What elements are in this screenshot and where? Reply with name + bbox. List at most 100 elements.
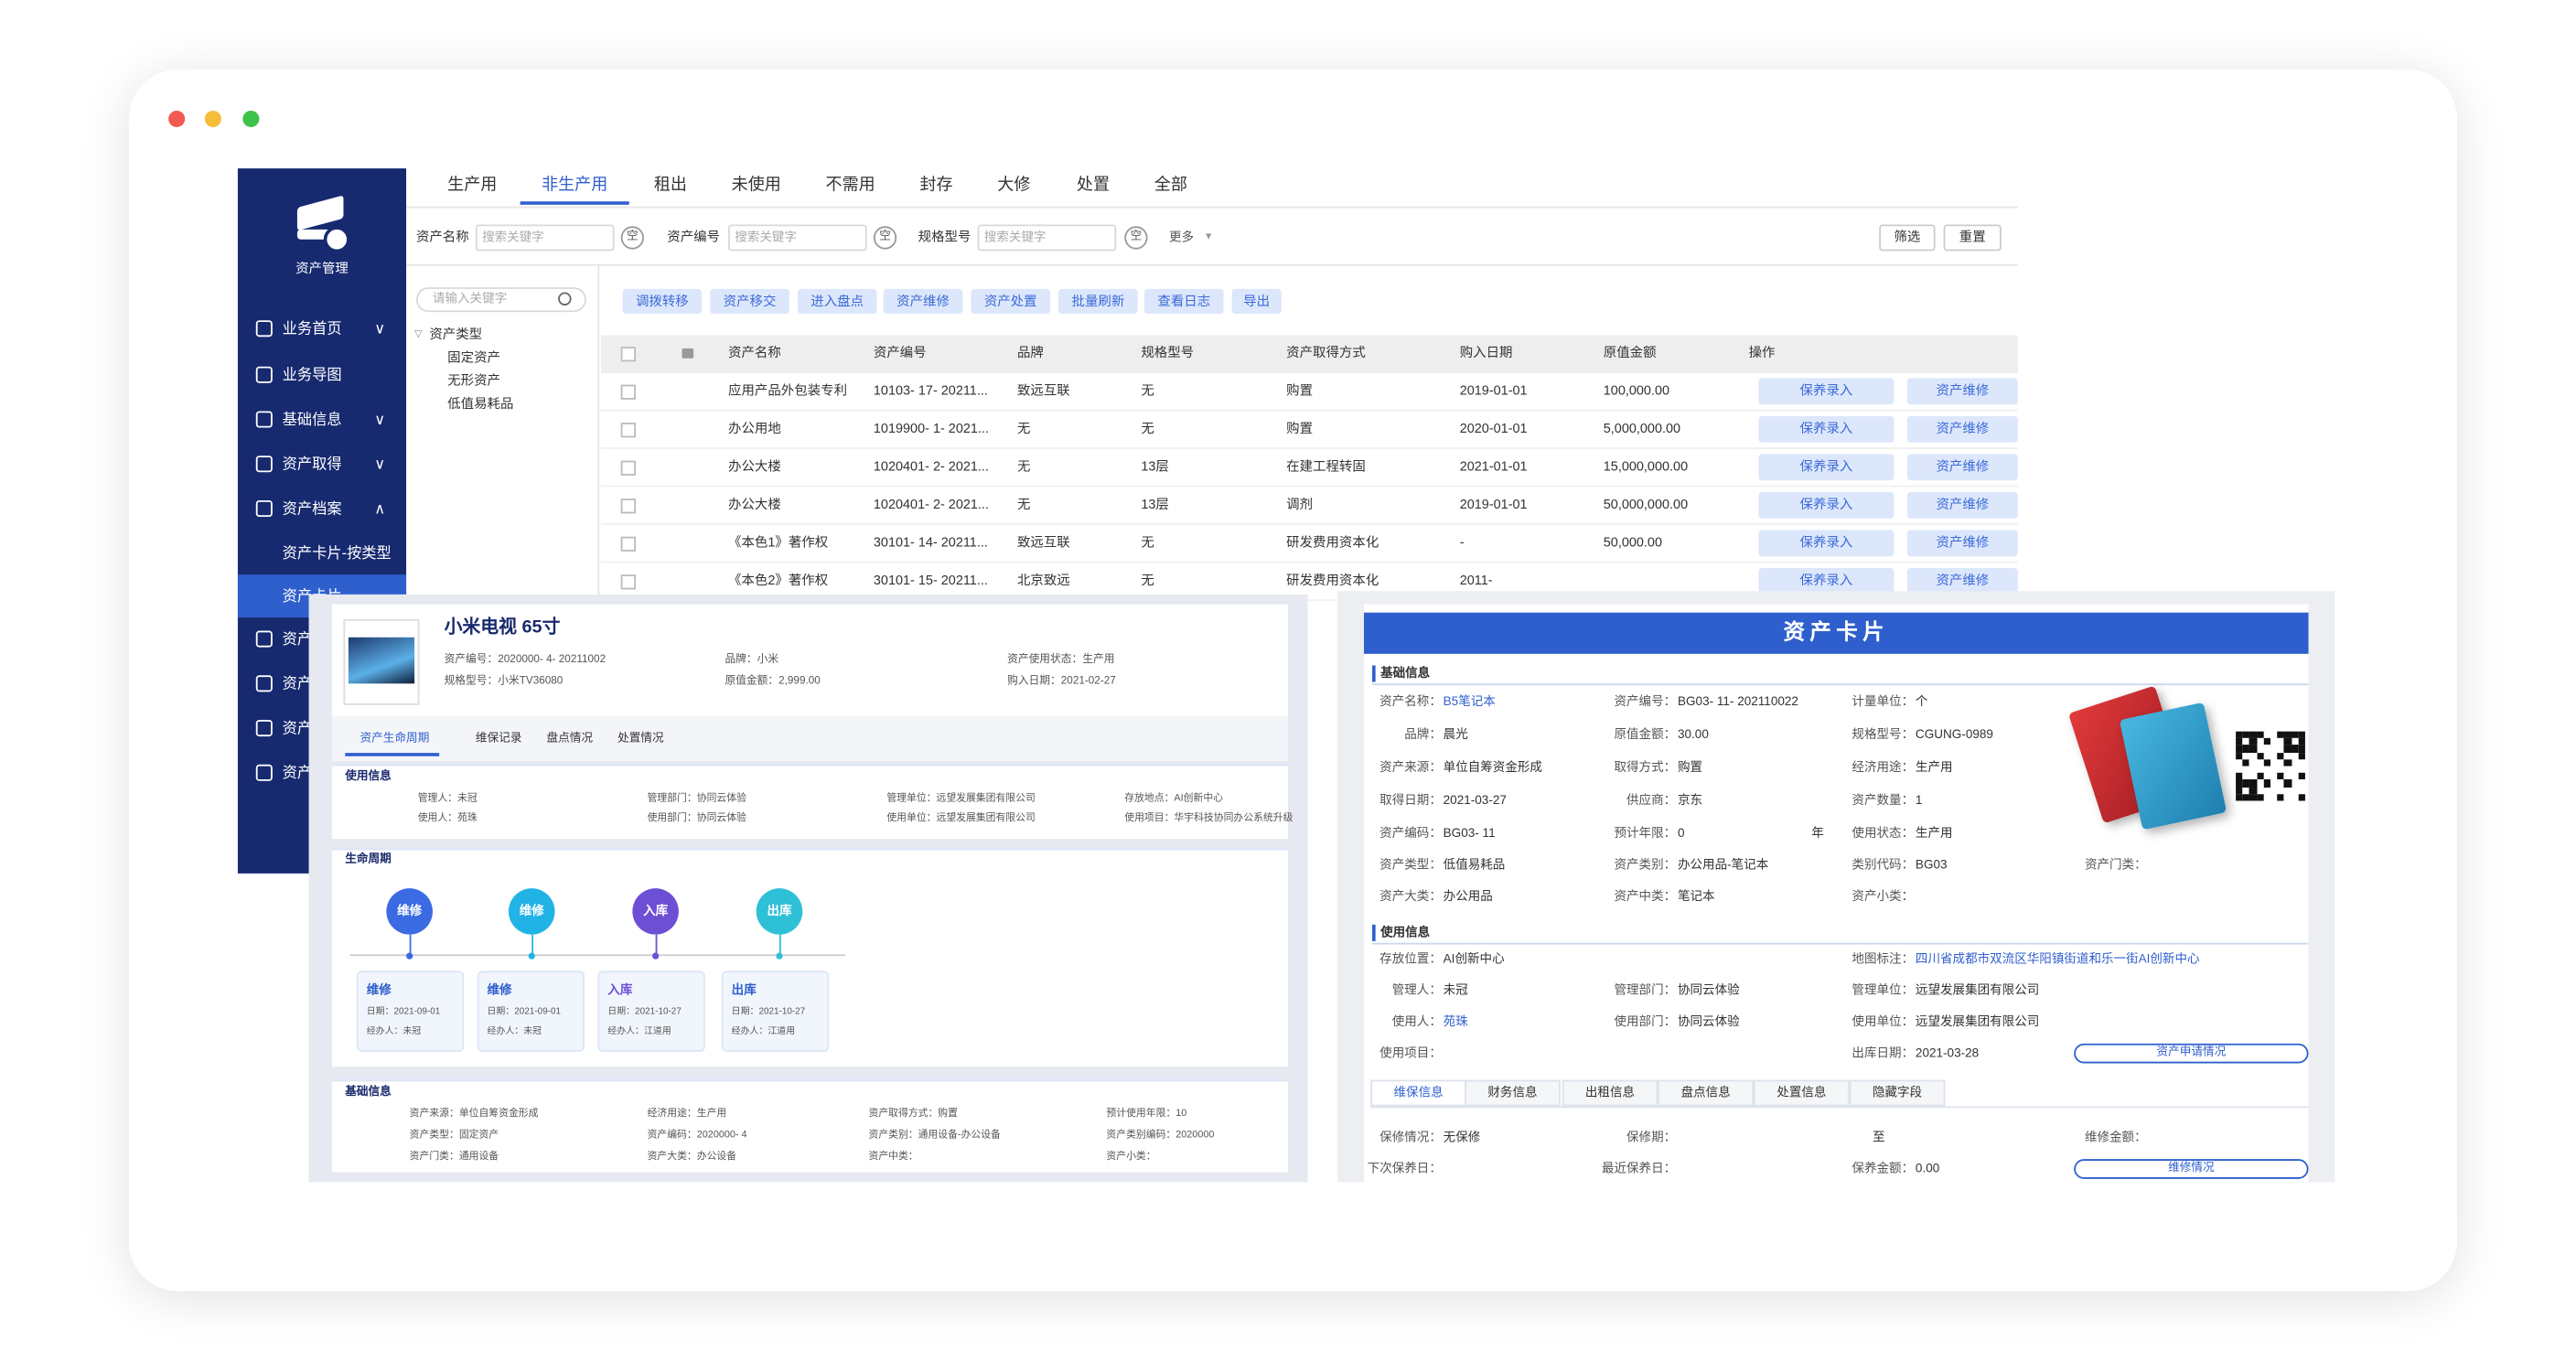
card-tab-label: 维保信息 <box>1393 1084 1444 1099</box>
action-button[interactable] <box>1758 567 1894 595</box>
clear-button[interactable] <box>873 226 897 250</box>
action-button[interactable] <box>1758 378 1894 405</box>
toolbar-button[interactable] <box>622 288 703 314</box>
action-label: 保养录入 <box>1799 535 1853 551</box>
detail-tab[interactable]: 处置情况 <box>617 733 664 745</box>
detail-tab[interactable]: 维保记录 <box>475 733 522 745</box>
action-button[interactable] <box>1906 454 2018 481</box>
menu-item[interactable]: 资产卡片-按类型 <box>282 544 392 562</box>
menu-item[interactable]: 资产 <box>282 674 313 692</box>
field-value: 未冠 <box>1443 981 1468 997</box>
card-tab-label: 盘点信息 <box>1680 1084 1731 1099</box>
field-label: 资产数量： <box>1852 791 1915 808</box>
more-button[interactable]: 更多 <box>1169 229 1195 244</box>
filter-input[interactable] <box>977 224 1117 252</box>
card-tab[interactable] <box>1370 1079 1466 1107</box>
card-tab[interactable] <box>1849 1079 1946 1107</box>
menu-item[interactable]: 业务首页 <box>282 319 342 337</box>
action-button[interactable] <box>1906 415 2018 443</box>
qr-cell <box>2249 793 2257 801</box>
detail-field: 经济用途：生产用 <box>647 1109 727 1120</box>
toolbar-button[interactable] <box>797 288 877 314</box>
event-card <box>356 971 465 1052</box>
table-cell: 购置 <box>1286 422 1314 437</box>
filter-input[interactable] <box>728 224 867 252</box>
table-cell: 致远互联 <box>1016 383 1070 399</box>
qr-cell <box>2284 758 2292 767</box>
tree-node[interactable]: 资产类型 <box>429 327 483 343</box>
checkbox[interactable] <box>620 383 636 399</box>
tab[interactable]: 生产用 <box>447 177 498 196</box>
menu-item[interactable]: 业务导图 <box>282 366 342 383</box>
qr-cell <box>2256 758 2264 767</box>
card-tab-label: 财务信息 <box>1487 1084 1538 1099</box>
action-button[interactable] <box>1758 454 1894 481</box>
card-tab[interactable] <box>1658 1079 1755 1107</box>
checkbox[interactable] <box>620 535 636 552</box>
logo-icon <box>296 229 331 240</box>
table-cell: 办公大楼 <box>728 498 781 513</box>
action-button[interactable] <box>1758 530 1894 557</box>
checkbox[interactable] <box>620 459 636 475</box>
tab[interactable]: 大修 <box>997 177 1031 196</box>
toolbar-button[interactable] <box>1143 288 1224 314</box>
qr-cell <box>2277 773 2285 780</box>
tab[interactable]: 未使用 <box>731 177 781 196</box>
tab[interactable]: 非生产用 <box>542 177 608 196</box>
field-label: 管理单位： <box>1852 981 1915 997</box>
checkbox[interactable] <box>620 574 636 589</box>
menu-item[interactable]: 资产档案 <box>282 499 342 517</box>
field-label: 类别代码： <box>1852 856 1915 872</box>
action-button[interactable] <box>1906 567 2018 595</box>
outline-button[interactable] <box>2074 1043 2309 1064</box>
divider <box>406 206 2018 209</box>
card-tab[interactable] <box>1754 1079 1850 1107</box>
card-tab[interactable] <box>1465 1079 1561 1107</box>
clear-button[interactable] <box>1124 226 1148 250</box>
menu-arrow: ∨ <box>374 410 386 427</box>
tab[interactable]: 全部 <box>1154 177 1187 196</box>
toolbar-button[interactable] <box>883 288 963 314</box>
action-button[interactable] <box>1906 491 2018 519</box>
menu-item[interactable]: 资产取得 <box>282 455 342 472</box>
tree-node[interactable]: 固定资产 <box>447 350 500 366</box>
qr-cell <box>2298 738 2305 745</box>
tab[interactable]: 处置 <box>1076 177 1111 196</box>
menu-item[interactable]: 资产 <box>282 719 313 736</box>
clear-button[interactable] <box>620 226 644 250</box>
tab[interactable]: 租出 <box>653 177 687 196</box>
tab[interactable]: 不需用 <box>825 177 875 196</box>
tab[interactable]: 封存 <box>919 177 953 196</box>
menu-item[interactable]: 基础信息 <box>282 410 342 427</box>
detail-tab[interactable]: 盘点情况 <box>546 733 594 745</box>
detail-field: 资产编号：2020000- 4- 20211002 <box>444 654 606 667</box>
filter-input[interactable] <box>475 224 615 252</box>
action-button[interactable] <box>1906 378 2018 405</box>
tree-node[interactable]: 无形资产 <box>447 373 500 389</box>
detail-tab[interactable]: 资产生命周期 <box>360 733 430 745</box>
menu-item[interactable]: 资产 <box>282 764 313 781</box>
action-button[interactable] <box>1758 415 1894 443</box>
tree-node[interactable]: 低值易耗品 <box>447 396 514 413</box>
checkbox[interactable] <box>620 422 636 437</box>
qr-cell <box>2236 731 2243 739</box>
toolbar-button[interactable] <box>971 288 1051 314</box>
filter-button[interactable] <box>1943 224 2002 252</box>
card-tab[interactable] <box>1562 1079 1658 1107</box>
field-label: 出库日期： <box>1852 1045 1915 1060</box>
toolbar-button[interactable] <box>1058 288 1138 314</box>
table-cell: 办公大楼 <box>728 459 781 475</box>
tree-search[interactable] <box>415 287 586 313</box>
outline-button[interactable] <box>2074 1159 2309 1179</box>
qr-cell <box>2236 787 2243 794</box>
action-button[interactable] <box>1758 491 1894 519</box>
filter-button[interactable] <box>1879 224 1936 252</box>
checkbox[interactable] <box>620 347 636 362</box>
menu-item[interactable]: 资产 <box>282 629 313 648</box>
qr-cell <box>2263 758 2270 767</box>
toolbar-button[interactable] <box>710 288 789 314</box>
qr-cell <box>2256 779 2264 788</box>
toolbar-button[interactable] <box>1231 288 1282 314</box>
checkbox[interactable] <box>620 498 636 513</box>
action-button[interactable] <box>1906 530 2018 557</box>
